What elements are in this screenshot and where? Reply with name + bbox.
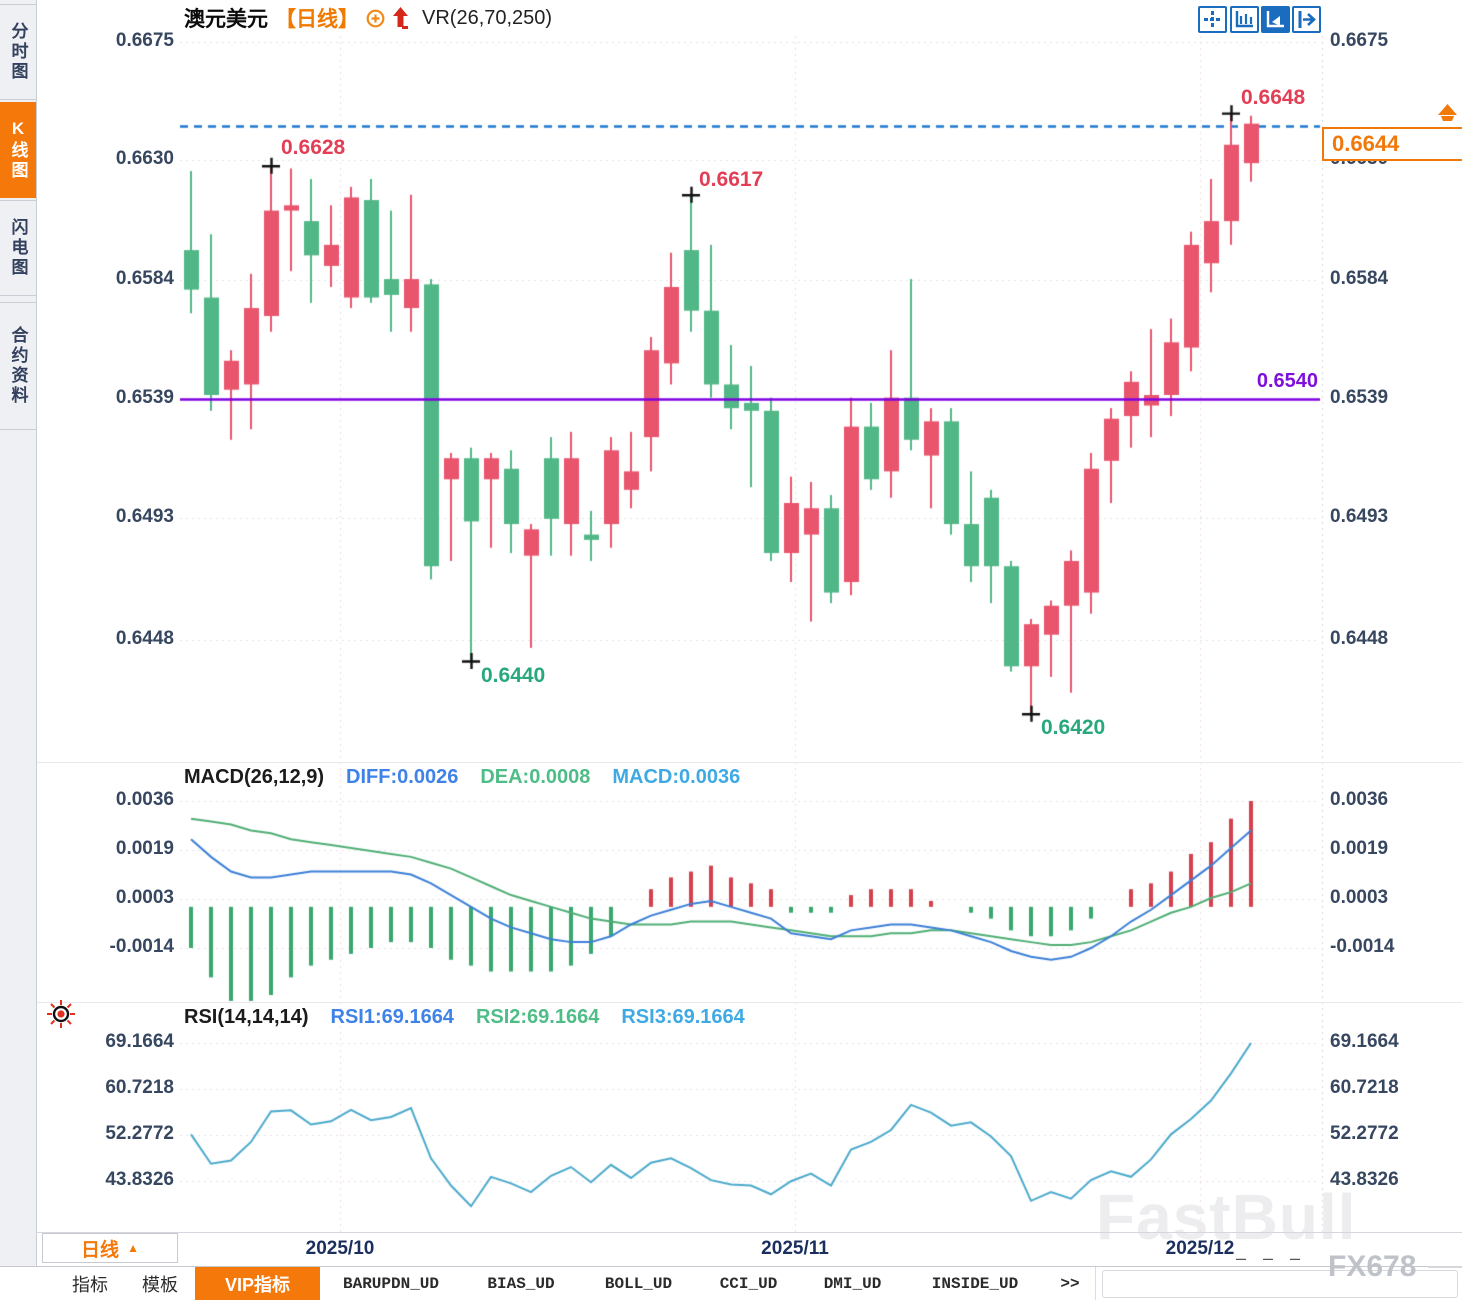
hline-price-label: 0.6540 — [1256, 370, 1318, 392]
price-axis-label-right: 0.6448 — [1330, 628, 1389, 649]
sidebar-tab-kline-chart[interactable]: K线图 — [0, 102, 36, 198]
rsi1-value: RSI1:69.1664 — [330, 1006, 454, 1028]
bottom-tab-模板[interactable]: 模板 — [125, 1267, 196, 1300]
macd-header: MACD(26,12,9) DIFF:0.0026 DEA:0.0008 MAC… — [184, 766, 740, 789]
annotation-low-0.6440: 0.6440 — [481, 664, 546, 687]
sidebar-tab-contract-info[interactable]: 合约资料 — [0, 302, 36, 430]
bottom-tab-boll_ud[interactable]: BOLL_UD — [580, 1267, 698, 1300]
bottom-tab-cci_ud[interactable]: CCI_UD — [697, 1267, 801, 1300]
rsi2-value: RSI2:69.1664 — [475, 1006, 600, 1028]
price-axis-label-left: 0.6630 — [115, 148, 174, 169]
price-axis-label-right: 0.6584 — [1330, 268, 1389, 289]
rsi-panel-separator — [36, 1002, 1462, 1003]
pan-crosshair-icon[interactable] — [1198, 6, 1227, 33]
y-axis-scale-icon[interactable] — [1261, 6, 1290, 33]
rsi-axis-label-right: 52.2772 — [1330, 1123, 1399, 1144]
macd-macd-value: MACD:0.0036 — [612, 766, 741, 788]
macd-axis-label-right: -0.0014 — [1330, 936, 1395, 957]
rsi-axis-label-left: 69.1664 — [105, 1031, 174, 1052]
xaxis-label-oct: 2025/10 — [305, 1238, 375, 1259]
scroll-to-latest-icon[interactable] — [1436, 103, 1459, 132]
macd-axis-label-right: 0.0019 — [1330, 838, 1389, 859]
sidebar: 分时图 K线图 闪电图 合约资料 — [0, 0, 37, 1266]
xaxis-label-nov: 2025/11 — [761, 1238, 829, 1259]
caret-up-icon: ▲ — [127, 1241, 139, 1255]
rsi-axis-label-left: 43.8326 — [105, 1169, 174, 1190]
bottom-tab->>[interactable]: >> — [1045, 1267, 1096, 1300]
period-selector-label: 日线 — [81, 1239, 120, 1261]
annotation-high-0.6628: 0.6628 — [281, 136, 346, 159]
price-axis-label-left: 0.6675 — [115, 30, 174, 51]
sidebar-tab-timeline-chart[interactable]: 分时图 — [0, 4, 36, 100]
chart-header: 澳元美元 【日线】 VR(26,70,250) — [184, 3, 552, 33]
price-axis-label-right: 0.6493 — [1330, 506, 1389, 527]
rsi-axis-label-left: 60.7218 — [105, 1077, 174, 1098]
price-axis-label-left: 0.6493 — [115, 506, 174, 527]
rsi-axis-label-right: 69.1664 — [1330, 1031, 1399, 1052]
annotation-high-0.6617: 0.6617 — [699, 168, 764, 191]
collapse-right-icon[interactable] — [1292, 6, 1321, 33]
x-axis-scale-icon[interactable] — [1230, 6, 1259, 33]
macd-axis-label-right: 0.0036 — [1330, 789, 1389, 810]
price-axis-label-right: 0.6675 — [1330, 30, 1389, 51]
indicator-search-box[interactable] — [1102, 1270, 1458, 1298]
macd-axis-label-left: 0.0019 — [115, 838, 174, 859]
watermark-line — [1428, 1266, 1462, 1268]
macd-axis-label-left: 0.0003 — [115, 887, 174, 908]
macd-axis-label-left: 0.0036 — [115, 789, 174, 810]
price-axis-label-left: 0.6584 — [115, 268, 174, 289]
annotation-high-0.6648: 0.6648 — [1241, 86, 1306, 109]
symbol-title: 澳元美元 — [184, 8, 268, 31]
bottom-tab-指标[interactable]: 指标 — [55, 1267, 126, 1300]
bottom-tab-dmi_ud[interactable]: DMI_UD — [800, 1267, 906, 1300]
indicator-settings-sun-icon[interactable] — [46, 999, 76, 1034]
xaxis-label-dec: 2025/12 — [1165, 1238, 1235, 1259]
vr-indicator-label: VR(26,70,250) — [422, 6, 553, 29]
watermark-dashes: – – – — [1236, 1248, 1307, 1268]
price-axis-label-left: 0.6539 — [115, 387, 174, 408]
bottom-tab-vip指标[interactable]: VIP指标 — [195, 1267, 320, 1300]
last-price-badge: 0.6644 — [1322, 127, 1462, 161]
bottom-tab-inside_ud[interactable]: INSIDE_UD — [905, 1267, 1046, 1300]
rsi-axis-label-right: 43.8326 — [1330, 1169, 1399, 1190]
annotation-low-0.6420: 0.6420 — [1041, 716, 1106, 739]
sidebar-tab-lightning-chart[interactable]: 闪电图 — [0, 200, 36, 296]
rsi-header: RSI(14,14,14) RSI1:69.1664 RSI2:69.1664 … — [184, 1006, 745, 1029]
bottom-tab-barupdn_ud[interactable]: BARUPDN_UD — [320, 1267, 463, 1300]
rsi-axis-label-right: 60.7218 — [1330, 1077, 1399, 1098]
macd-axis-label-left: -0.0014 — [109, 936, 174, 957]
xaxis-separator — [36, 1232, 1462, 1233]
buy-signal-arrow-icon — [392, 6, 409, 30]
period-tag: 【日线】 — [275, 8, 359, 31]
macd-axis-label-right: 0.0003 — [1330, 887, 1389, 908]
watermark-fx678: FX678 — [1328, 1250, 1417, 1283]
add-indicator-icon[interactable] — [366, 9, 385, 28]
price-axis-label-right: 0.6539 — [1330, 387, 1389, 408]
macd-diff-value: DIFF:0.0026 — [346, 766, 459, 788]
rsi-name-label: RSI(14,14,14) — [184, 1006, 309, 1028]
macd-name-label: MACD(26,12,9) — [184, 766, 325, 788]
period-selector[interactable]: 日线 ▲ — [42, 1233, 178, 1263]
macd-dea-value: DEA:0.0008 — [480, 766, 591, 788]
rsi-axis-label-left: 52.2772 — [105, 1123, 174, 1144]
price-axis-label-left: 0.6448 — [115, 628, 174, 649]
macd-panel-separator — [36, 762, 1462, 763]
rsi3-value: RSI3:69.1664 — [621, 1006, 745, 1028]
bottom-tab-bias_ud[interactable]: BIAS_UD — [462, 1267, 581, 1300]
